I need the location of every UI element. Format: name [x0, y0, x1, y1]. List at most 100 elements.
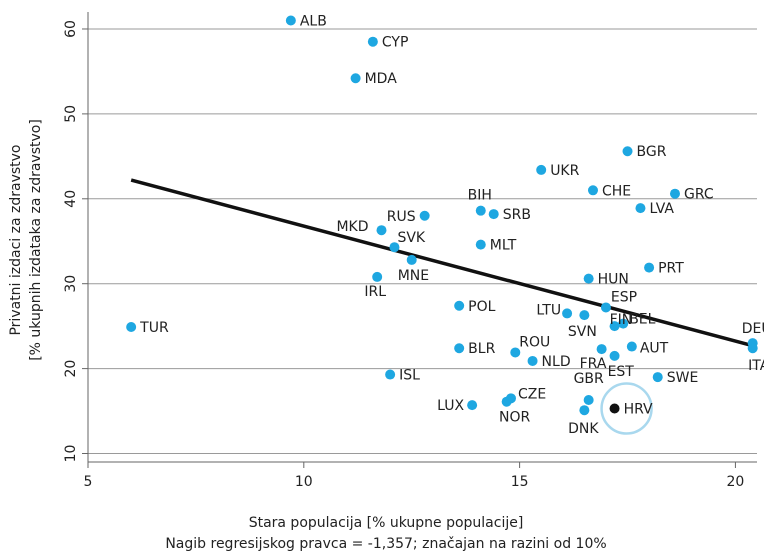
data-point — [350, 73, 361, 84]
data-point — [475, 239, 486, 250]
point-label: SRB — [503, 207, 531, 223]
data-point — [419, 210, 430, 221]
data-point — [501, 396, 512, 407]
y-tick-label: 20 — [63, 360, 79, 378]
point-label: BEL — [629, 312, 655, 328]
point-labels: ALB CYP MDA BGR UKR CHE GRC LVA BIH SRB RUS MKD MLT S… — [139, 13, 764, 437]
y-tick-label: 30 — [63, 275, 79, 293]
data-point — [635, 203, 646, 214]
point-label: MDA — [365, 71, 398, 87]
point-label: IRL — [364, 284, 386, 300]
data-point — [622, 146, 633, 157]
point-label: MLT — [490, 238, 517, 254]
point-label: SWE — [667, 370, 699, 386]
x-tick-label: 20 — [727, 474, 745, 490]
point-label: LUX — [437, 398, 464, 414]
data-point — [454, 300, 465, 311]
point-label: DNK — [568, 421, 599, 437]
y-axis-ticks: 10 20 30 40 50 60 — [63, 20, 88, 462]
point-label: FRA — [580, 356, 607, 372]
point-label: NLD — [542, 354, 571, 370]
data-point — [527, 355, 538, 366]
data-point — [596, 344, 607, 355]
point-label: LTU — [536, 302, 561, 318]
x-tick-label: 5 — [84, 474, 93, 490]
data-point — [618, 318, 629, 329]
point-label: SVK — [397, 230, 425, 246]
data-point — [626, 341, 637, 352]
point-label: GBR — [574, 371, 604, 387]
data-point — [583, 273, 594, 284]
data-point — [406, 254, 417, 265]
data-point — [579, 405, 590, 416]
data-point — [562, 308, 573, 319]
point-label: ITA — [748, 358, 764, 374]
x-axis-ticks: 5 10 15 20 — [84, 462, 745, 490]
data-point — [467, 400, 478, 411]
point-label: TUR — [139, 320, 169, 336]
point-label: POL — [468, 299, 495, 315]
point-label: HRV — [624, 402, 653, 418]
x-axis-title: Stara populacija [% ukupne populacije] — [249, 515, 524, 531]
data-point — [587, 185, 598, 196]
y-tick-label: 40 — [63, 190, 79, 208]
point-label: AUT — [640, 341, 669, 357]
point-label: ALB — [300, 13, 327, 29]
data-point — [389, 242, 400, 253]
point-label: ISL — [399, 368, 420, 384]
data-point — [454, 343, 465, 354]
point-label: BLR — [468, 341, 495, 357]
point-label: CZE — [518, 386, 546, 402]
regression-line-group — [130, 178, 754, 348]
y-axis-title-line-1: Privatni izdaci za zdravstvo — [8, 144, 24, 335]
y-tick-label: 10 — [63, 445, 79, 463]
data-point — [644, 262, 655, 273]
data-point — [609, 321, 620, 332]
point-label: NOR — [499, 410, 530, 426]
x-tick-label: 15 — [511, 474, 529, 490]
point-label: GRC — [684, 187, 714, 203]
data-point — [747, 343, 758, 354]
data-point — [583, 395, 594, 406]
point-label: FIN — [610, 312, 633, 328]
point-label: MNE — [398, 268, 429, 284]
chart-note: Nagib regresijskog pravca = -1,357; znač… — [165, 536, 606, 552]
data-points — [126, 15, 758, 435]
y-tick-label: 60 — [63, 20, 79, 38]
data-point — [488, 209, 499, 220]
point-label: CHE — [602, 183, 631, 199]
point-label: HUN — [598, 272, 629, 288]
y-tick-label: 50 — [63, 105, 79, 123]
point-label: UKR — [550, 163, 579, 179]
point-label: LVA — [649, 201, 674, 217]
data-point — [536, 164, 547, 175]
data-point — [579, 310, 590, 321]
point-label: ROU — [519, 334, 550, 350]
point-label: PRT — [658, 261, 684, 277]
data-point — [385, 369, 396, 380]
data-point — [367, 36, 378, 47]
data-point-highlight — [609, 403, 620, 414]
data-point — [669, 188, 680, 199]
data-point — [475, 205, 486, 216]
point-label: CYP — [382, 35, 409, 51]
point-label: ESP — [611, 289, 637, 305]
highlight-ring — [600, 382, 653, 435]
point-label: EST — [608, 364, 635, 380]
data-point — [285, 15, 296, 26]
x-tick-label: 10 — [295, 474, 313, 490]
data-point — [600, 302, 611, 313]
data-point — [609, 350, 620, 361]
point-label: MKD — [336, 219, 368, 235]
regression-line — [130, 178, 754, 348]
data-point — [652, 372, 663, 383]
point-label: BIH — [468, 188, 492, 204]
data-point — [510, 347, 521, 358]
point-label: DEU — [742, 321, 764, 337]
point-label: BGR — [637, 144, 667, 160]
point-label: RUS — [387, 209, 416, 225]
point-label: SVN — [568, 324, 597, 340]
data-point — [372, 271, 383, 282]
y-axis-title-line-2: [% ukupnih izdataka za zdravstvo] — [28, 119, 44, 361]
